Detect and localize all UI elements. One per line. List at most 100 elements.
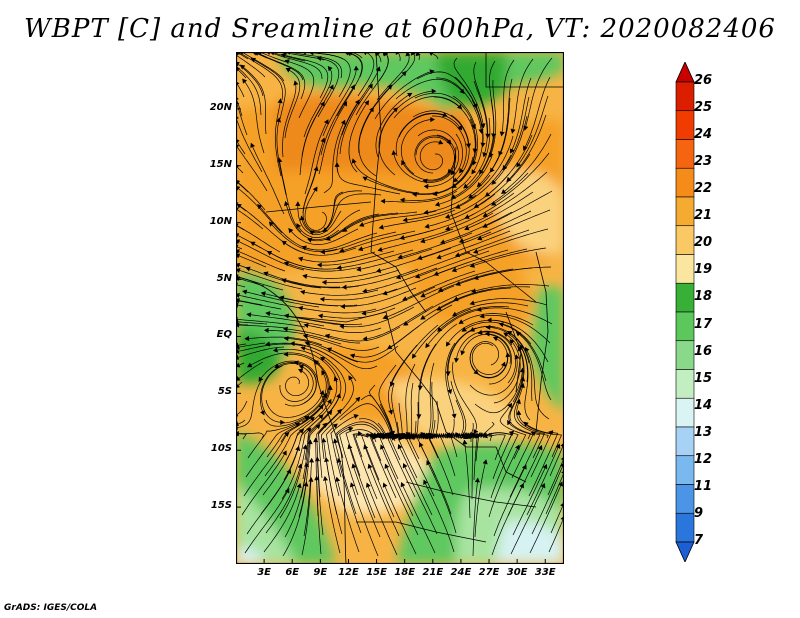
streamline <box>238 342 266 348</box>
streamline-arrow <box>299 215 305 221</box>
streamline-arrow <box>420 315 426 320</box>
streamline <box>501 59 515 136</box>
streamline <box>325 457 343 535</box>
streamline-arrow <box>348 375 353 381</box>
streamline-arrow <box>510 128 516 134</box>
streamline-arrow <box>430 117 435 123</box>
streamline-arrow <box>240 64 246 70</box>
streamline-arrow <box>507 402 513 408</box>
streamline <box>283 328 360 344</box>
streamline-arrow <box>362 176 368 181</box>
streamline <box>264 416 315 477</box>
streamline-arrow <box>300 289 306 295</box>
streamline <box>461 334 511 365</box>
streamline <box>323 120 346 194</box>
streamline <box>336 99 360 174</box>
streamline <box>493 464 527 537</box>
streamline <box>236 146 268 192</box>
colorbar <box>675 62 695 562</box>
streamline-arrow <box>438 139 444 145</box>
streamline <box>301 477 312 556</box>
streamline-arrow <box>284 313 290 319</box>
colorbar-level-label: 24 <box>694 127 713 143</box>
streamline <box>379 209 456 229</box>
streamline-arrow <box>301 245 307 251</box>
streamline <box>322 193 382 232</box>
streamline <box>403 194 477 221</box>
wbpt-field <box>236 52 564 564</box>
streamline <box>548 518 564 553</box>
streamline <box>516 399 546 459</box>
streamline <box>284 262 362 272</box>
streamline <box>510 77 532 154</box>
colorbar-swatch <box>675 225 695 255</box>
streamline <box>236 65 262 116</box>
streamline <box>303 335 380 351</box>
streamline <box>238 269 303 290</box>
streamline <box>305 342 378 370</box>
streamline-arrow <box>334 162 340 168</box>
streamline-arrow <box>277 98 283 104</box>
streamline <box>446 327 477 394</box>
streamline-arrow <box>477 235 483 241</box>
streamline-arrow <box>446 139 452 145</box>
streamline-arrow <box>347 444 353 450</box>
streamline <box>412 156 474 195</box>
streamline <box>302 166 321 233</box>
streamline-arrow <box>268 221 274 227</box>
streamline-arrow <box>244 336 250 341</box>
map-border <box>236 52 564 564</box>
streamline <box>258 360 319 384</box>
colorbar-level-label: 9 <box>694 505 704 521</box>
streamline-arrow <box>320 249 326 255</box>
streamline <box>419 141 444 171</box>
streamline-arrow <box>425 343 430 349</box>
streamline <box>464 191 534 230</box>
streamline <box>242 290 320 308</box>
streamline-arrow <box>236 431 239 437</box>
streamline <box>236 318 306 328</box>
streamline <box>304 186 327 231</box>
streamline-arrow <box>452 311 458 317</box>
streamline <box>239 52 283 101</box>
streamline-arrow <box>460 350 466 356</box>
streamline-arrow <box>336 457 342 463</box>
streamline-arrow <box>484 192 490 197</box>
streamline-arrow <box>455 281 461 286</box>
streamline <box>423 433 454 496</box>
streamline-arrow <box>462 439 468 445</box>
streamline-arrow <box>362 336 368 342</box>
streamline-arrow <box>509 148 515 154</box>
streamline <box>478 331 516 384</box>
streamline <box>471 336 508 378</box>
streamline-arrow <box>367 463 373 469</box>
streamline-arrow <box>407 92 413 98</box>
colorbar-swatch <box>675 340 695 370</box>
streamline-arrow <box>382 314 388 320</box>
streamline <box>238 294 301 309</box>
streamline <box>523 76 551 151</box>
streamline <box>240 64 267 135</box>
streamline-arrow <box>519 344 525 350</box>
streamline-arrow <box>401 160 406 166</box>
streamline-arrow <box>482 223 488 228</box>
streamline-arrow <box>300 346 306 351</box>
streamline-arrow <box>341 284 347 290</box>
streamline-arrow <box>336 265 342 271</box>
streamline <box>445 192 515 231</box>
streamline <box>237 304 244 307</box>
streamline <box>436 77 482 134</box>
colorbar-level-label: 18 <box>694 289 713 305</box>
streamline <box>383 482 417 555</box>
colorbar-level-label: 15 <box>694 370 713 386</box>
colorbar-level-label: 14 <box>694 397 713 413</box>
streamline <box>397 52 401 62</box>
streamline-arrow <box>384 463 390 469</box>
streamline <box>469 341 500 375</box>
streamline <box>238 362 245 366</box>
streamline-arrow <box>303 323 309 328</box>
streamline <box>376 54 410 101</box>
streamline <box>244 336 323 346</box>
streamline <box>518 410 563 458</box>
streamline <box>424 174 491 214</box>
